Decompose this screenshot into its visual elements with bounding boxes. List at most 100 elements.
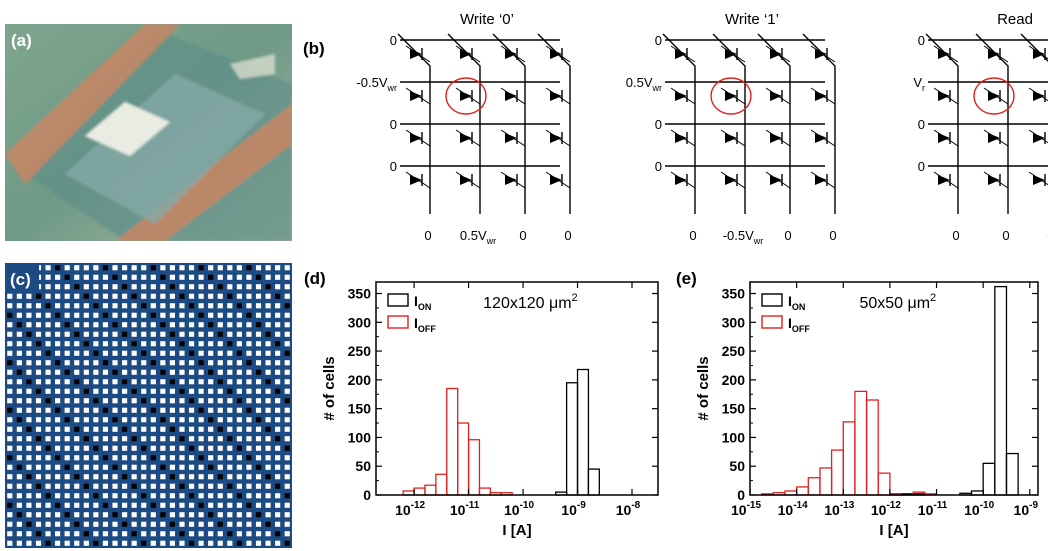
array-cell (45, 502, 51, 508)
array-cell (255, 322, 262, 328)
array-cell (284, 493, 290, 499)
array-cell (255, 284, 262, 290)
array-cell (198, 493, 204, 499)
array-cell (131, 483, 137, 489)
diode-symbol (410, 175, 422, 185)
array-cell (102, 483, 109, 489)
row-voltage: 0.5Vwr (626, 75, 662, 93)
array-cell (141, 531, 147, 537)
array-cell (160, 464, 166, 470)
array-cell (93, 464, 99, 470)
array-cell (150, 331, 156, 337)
array-cell (160, 284, 166, 290)
array-cell (74, 483, 80, 489)
array-cell (131, 426, 137, 432)
bit-line (662, 33, 696, 214)
array-cell (45, 303, 51, 309)
y-tick-label: 0 (363, 487, 371, 503)
array-cell (83, 293, 89, 299)
array-cell (208, 417, 214, 423)
array-cell (83, 464, 89, 470)
array-cell (35, 464, 42, 470)
array-cell (83, 265, 89, 271)
array-cell (141, 540, 147, 546)
array-cell (188, 341, 195, 347)
array-cell (83, 531, 89, 537)
array-cell (26, 379, 32, 385)
array-cell (7, 436, 13, 442)
array-cell (217, 531, 223, 537)
array-cell (198, 303, 204, 309)
array-cell (7, 303, 13, 309)
array-cell (236, 265, 242, 271)
x-tick-label: 10-15 (731, 500, 761, 518)
legend-label-main: I (414, 293, 418, 309)
array-cell (265, 464, 271, 470)
array-cell (265, 445, 271, 451)
diode-symbol (770, 175, 782, 185)
array-cell (246, 436, 252, 442)
array-cell (64, 379, 70, 385)
array-cell (55, 350, 61, 356)
x-tick-base: 10 (871, 502, 887, 518)
array-cell (35, 331, 42, 337)
array-cell (255, 341, 262, 347)
array-cell (169, 322, 175, 328)
array-cell (265, 531, 271, 537)
col-voltage-main: 0 (519, 228, 526, 243)
array-cell (265, 379, 271, 385)
array-cell (255, 369, 262, 375)
array-cell (26, 331, 32, 337)
array-cell (246, 274, 252, 280)
array-cell (112, 331, 118, 337)
array-cell (198, 417, 204, 423)
array-cell (112, 521, 118, 527)
array-cell (141, 265, 147, 271)
array-cell (188, 445, 195, 451)
array-cell (179, 455, 185, 461)
array-cell (102, 293, 109, 299)
col-voltage: 0 (424, 228, 431, 243)
array-cell (35, 379, 42, 385)
array-cell (208, 274, 214, 280)
array-cell (284, 436, 290, 442)
array-cell (160, 455, 166, 461)
array-cell (246, 445, 252, 451)
array-cell (35, 493, 42, 499)
array-cell (35, 293, 42, 299)
array-cell (74, 407, 80, 413)
array-cell (208, 388, 214, 394)
chart-annotation-main: 120x120 μm (483, 295, 571, 312)
array-cell (284, 341, 290, 347)
array-cell (55, 474, 61, 480)
array-cell (188, 350, 195, 356)
array-cell (236, 369, 242, 375)
array-cell (131, 455, 137, 461)
array-cell (150, 521, 156, 527)
array-cell (179, 398, 185, 404)
array-cell (35, 512, 42, 518)
array-cell (64, 303, 70, 309)
array-cell (169, 303, 175, 309)
array-cell (227, 502, 233, 508)
row-voltage-main: V (913, 75, 922, 90)
diode-symbol (1033, 133, 1045, 143)
array-cell (64, 331, 70, 337)
diode-symbol (675, 133, 687, 143)
array-cell (35, 369, 42, 375)
array-cell (74, 303, 80, 309)
array-cell (246, 350, 252, 356)
array-cell (83, 379, 89, 385)
y-tick-label: 200 (348, 372, 372, 388)
x-tick-label: 10-12 (871, 500, 901, 518)
array-cell (122, 274, 128, 280)
array-cell (236, 445, 242, 451)
array-cell (169, 540, 175, 546)
array-cell (55, 341, 61, 347)
array-cell (160, 322, 166, 328)
row-voltage-main: 0 (390, 33, 397, 48)
array-cell (236, 284, 242, 290)
array-cell (246, 398, 252, 404)
array-cell (169, 369, 175, 375)
array-cell (150, 303, 156, 309)
